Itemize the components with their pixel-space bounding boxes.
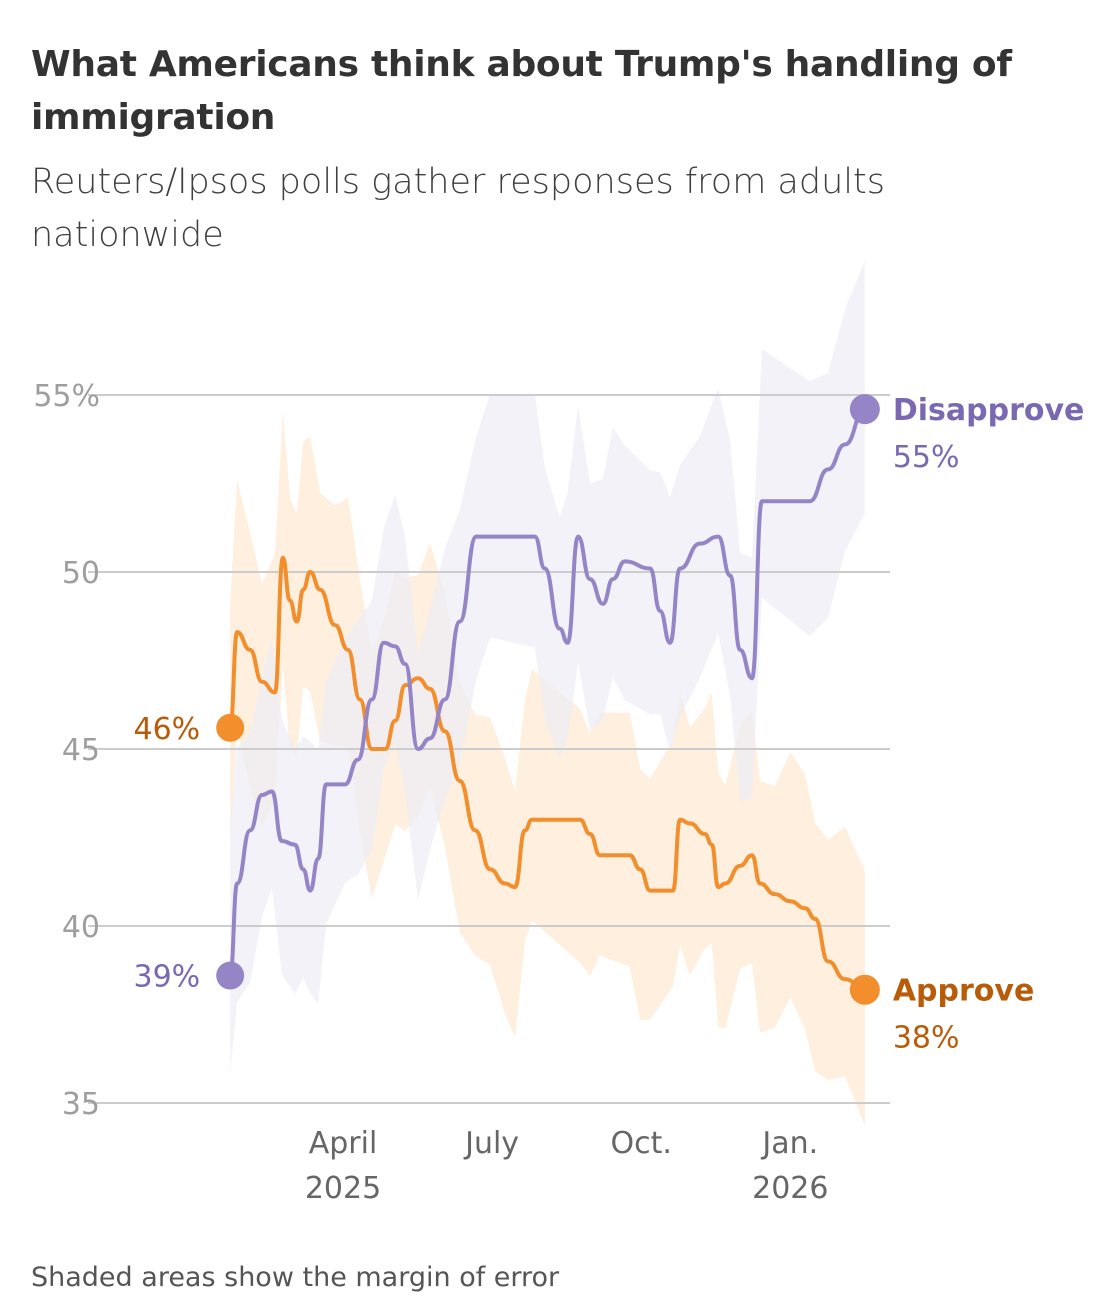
y-tick-label: 35 (62, 1087, 100, 1122)
x-tick-sublabel: 2025 (305, 1171, 381, 1206)
approve-series-label: Approve (893, 974, 1034, 1009)
disapprove-end-point (849, 394, 880, 425)
y-tick-label: 40 (62, 910, 100, 945)
x-tick-label: April (309, 1126, 378, 1161)
disapprove-start-point (216, 961, 245, 990)
chart-subtitle: Reuters/Ipsos polls gather responses fro… (31, 162, 885, 255)
y-tick-label: 45 (62, 733, 100, 768)
approve-end-point (849, 974, 880, 1005)
approve-start-point (216, 713, 245, 742)
chart-title: What Americans think about Trump's handl… (31, 44, 1012, 138)
x-tick-label: Oct. (610, 1126, 671, 1161)
disapprove-end-label: 55% (893, 440, 960, 475)
y-tick-label: 55% (33, 379, 100, 414)
y-tick-label: 50 (62, 556, 100, 591)
approve-margin-band (230, 411, 865, 1126)
disapprove-line (228, 407, 866, 978)
approve-line (228, 555, 866, 992)
approve-start-label: 46% (133, 712, 200, 747)
disapprove-margin-band (230, 260, 865, 1073)
x-tick-label: Jan. (760, 1126, 818, 1161)
x-tick-label: July (463, 1126, 519, 1161)
x-tick-sublabel: 2026 (752, 1171, 828, 1206)
chart-note: Shaded areas show the margin of error (31, 1262, 560, 1293)
approve-end-label: 38% (893, 1021, 960, 1056)
disapprove-start-label: 39% (133, 960, 200, 995)
disapprove-series-label: Disapprove (893, 393, 1085, 428)
